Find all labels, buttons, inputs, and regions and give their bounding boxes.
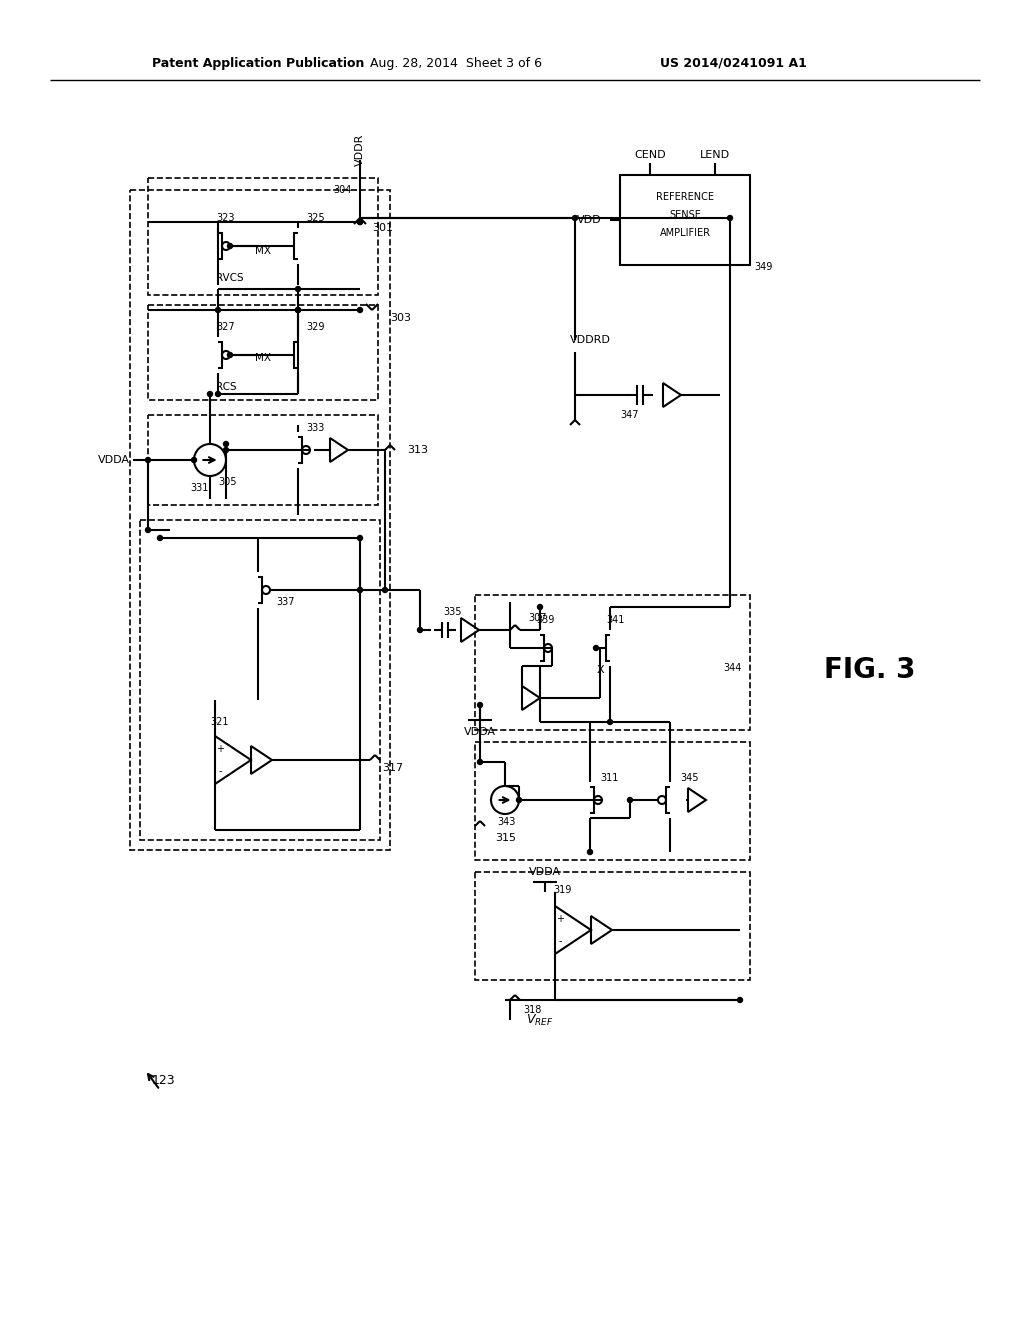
Text: US 2014/0241091 A1: US 2014/0241091 A1 (660, 57, 807, 70)
Text: Patent Application Publication: Patent Application Publication (152, 57, 365, 70)
Bar (475, 595, 750, 730)
Circle shape (737, 998, 742, 1002)
Text: 327: 327 (216, 322, 234, 333)
Text: 304: 304 (334, 185, 352, 195)
Text: 303: 303 (390, 313, 411, 323)
Text: $V_{REF}$: $V_{REF}$ (526, 1012, 554, 1027)
Text: 315: 315 (495, 833, 516, 843)
Circle shape (418, 627, 423, 632)
Bar (148, 178, 378, 294)
Text: 329: 329 (306, 322, 325, 333)
Text: MX: MX (255, 352, 271, 363)
Text: 323: 323 (216, 213, 234, 223)
Text: 321: 321 (210, 717, 228, 727)
Bar (130, 190, 390, 850)
Circle shape (145, 458, 151, 462)
Circle shape (594, 645, 598, 651)
Text: SENSE: SENSE (669, 210, 701, 220)
Text: +: + (556, 915, 564, 924)
Bar (475, 742, 750, 861)
Text: +: + (216, 744, 224, 754)
Text: FIG. 3: FIG. 3 (824, 656, 915, 684)
Text: 317: 317 (382, 763, 403, 774)
Circle shape (607, 719, 612, 725)
Text: 311: 311 (600, 774, 618, 783)
Text: X: X (596, 665, 604, 675)
Text: -: - (218, 766, 222, 776)
Text: RCS: RCS (216, 381, 237, 392)
Circle shape (383, 587, 387, 593)
Circle shape (296, 308, 300, 313)
Text: 339: 339 (536, 615, 554, 624)
Text: VDDRD: VDDRD (570, 335, 611, 345)
Text: 333: 333 (306, 422, 325, 433)
Text: 344: 344 (723, 663, 741, 673)
Bar (140, 520, 380, 840)
Text: 301: 301 (372, 223, 393, 234)
Text: 335: 335 (443, 607, 462, 616)
Text: VDDA: VDDA (529, 867, 561, 876)
Circle shape (628, 797, 633, 803)
Circle shape (727, 215, 732, 220)
Circle shape (296, 308, 300, 313)
Text: 325: 325 (306, 213, 325, 223)
Text: MX: MX (255, 246, 271, 256)
Text: Aug. 28, 2014  Sheet 3 of 6: Aug. 28, 2014 Sheet 3 of 6 (370, 57, 542, 70)
Text: 337: 337 (276, 597, 295, 607)
Text: 319: 319 (553, 884, 571, 895)
Text: VDDR: VDDR (355, 133, 365, 166)
Circle shape (516, 797, 521, 803)
Circle shape (357, 536, 362, 540)
Text: 341: 341 (606, 615, 625, 624)
Bar (148, 305, 378, 400)
Circle shape (296, 286, 300, 292)
Text: 123: 123 (152, 1073, 176, 1086)
Text: LEND: LEND (700, 150, 730, 160)
Circle shape (357, 219, 362, 224)
Circle shape (145, 528, 151, 532)
Circle shape (588, 850, 593, 854)
Text: -: - (558, 936, 562, 946)
Text: 331: 331 (190, 483, 208, 492)
Circle shape (215, 392, 220, 396)
Circle shape (357, 219, 362, 224)
Text: 349: 349 (754, 261, 772, 272)
Circle shape (538, 605, 543, 610)
Circle shape (572, 215, 578, 220)
Circle shape (357, 587, 362, 593)
Bar (620, 176, 750, 265)
Circle shape (208, 392, 213, 396)
Text: 345: 345 (680, 774, 698, 783)
Text: VDDA: VDDA (464, 727, 496, 737)
Circle shape (223, 447, 228, 453)
Text: 305: 305 (218, 477, 237, 487)
Circle shape (227, 352, 232, 358)
Circle shape (215, 308, 220, 313)
Circle shape (227, 243, 232, 248)
Circle shape (477, 702, 482, 708)
Text: VDD: VDD (578, 215, 602, 224)
Text: 343: 343 (497, 817, 515, 828)
Text: AMPLIFIER: AMPLIFIER (659, 228, 711, 238)
Text: 313: 313 (407, 445, 428, 455)
Bar (475, 873, 750, 979)
Circle shape (357, 308, 362, 313)
Circle shape (223, 441, 228, 446)
Text: 318: 318 (523, 1005, 542, 1015)
Bar (148, 414, 378, 506)
Text: REFERENCE: REFERENCE (656, 191, 714, 202)
Text: RVCS: RVCS (216, 273, 244, 282)
Text: 307: 307 (528, 612, 547, 623)
Circle shape (477, 759, 482, 764)
Circle shape (191, 458, 197, 462)
Text: VDDA: VDDA (98, 455, 130, 465)
Text: CEND: CEND (634, 150, 666, 160)
Circle shape (158, 536, 163, 540)
Text: 347: 347 (621, 411, 639, 420)
